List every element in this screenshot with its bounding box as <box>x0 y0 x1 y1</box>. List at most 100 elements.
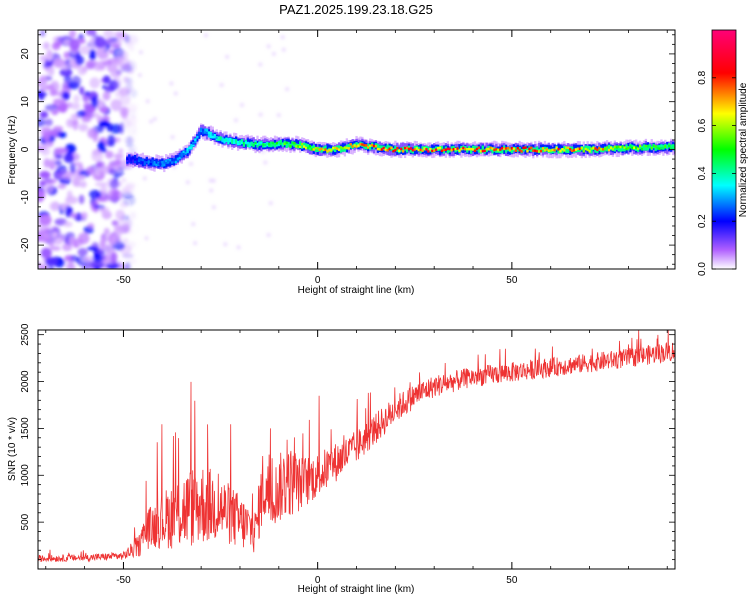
ridge-cell <box>644 146 648 151</box>
ridge-cell <box>293 142 296 148</box>
ridge-cell <box>421 149 424 152</box>
ridge-cell <box>495 148 498 153</box>
noise-blob <box>93 265 101 269</box>
ridge-cell <box>355 145 358 148</box>
ridge-cell <box>269 142 273 148</box>
ridge-cell <box>534 149 537 152</box>
noise-blob <box>75 55 85 66</box>
ridge-cell <box>233 138 236 144</box>
ridge-cell <box>547 145 550 153</box>
ridge-cell <box>151 159 154 163</box>
noise-blob <box>69 38 81 51</box>
ridge-cell <box>662 147 665 150</box>
ridge-cell <box>355 142 358 147</box>
ridge-cell <box>299 141 302 146</box>
y-tick-label: 10 <box>20 96 31 108</box>
ridge-cell <box>316 147 319 150</box>
ridge-cell <box>337 145 341 150</box>
ridge-cell <box>376 147 380 151</box>
ridge-cell <box>271 142 275 147</box>
ridge-cell <box>275 142 279 145</box>
ridge-cell <box>520 150 523 153</box>
noise-blob <box>79 45 91 55</box>
ridge-cell <box>326 144 329 152</box>
ridge-cell <box>386 149 389 152</box>
ridge-cell <box>132 158 135 164</box>
noise-blob <box>77 247 88 257</box>
ridge-cell <box>473 149 477 152</box>
noise-blob <box>173 91 178 96</box>
ridge-cell <box>258 142 261 150</box>
noise-blob <box>108 49 114 54</box>
noise-blob <box>114 152 124 159</box>
ridge-cell <box>477 148 481 153</box>
ridge-cell <box>514 147 517 152</box>
noise-blob <box>116 49 129 61</box>
noise-blob <box>99 184 108 197</box>
ridge-cell <box>231 141 234 144</box>
ridge-cell <box>134 154 137 162</box>
ridge-cell <box>563 149 566 152</box>
ridge-cell <box>367 143 370 148</box>
ridge-cell <box>567 146 570 150</box>
noise-blob <box>66 190 73 200</box>
ridge-cell <box>172 158 176 162</box>
ridge-cell <box>671 144 675 147</box>
ridge-cell <box>417 148 420 152</box>
ridge-cell <box>403 146 407 150</box>
ridge-cell <box>322 148 325 152</box>
x-tick-label: 0 <box>315 575 321 586</box>
ridge-cell <box>168 158 172 162</box>
ridge-cell <box>512 147 516 151</box>
ridge-cell <box>273 143 277 147</box>
ridge-cell <box>207 132 211 138</box>
noise-blob <box>38 142 43 147</box>
noise-blob <box>103 244 116 252</box>
ridge-cell <box>532 149 535 152</box>
ridge-cell <box>466 147 469 151</box>
ridge-cell <box>592 146 595 150</box>
ridge-cell <box>654 146 657 151</box>
ridge-cell <box>353 144 356 147</box>
ridge-cell <box>297 140 300 148</box>
noise-blob <box>208 178 213 183</box>
ridge-cell <box>221 139 224 143</box>
ridge-cell <box>394 145 397 151</box>
top-x-ticks: -50 0 50 <box>45 30 668 286</box>
noise-blob <box>149 119 154 124</box>
noise-blob <box>81 255 94 263</box>
ridge-cell <box>508 148 512 152</box>
noise-blob <box>118 166 126 171</box>
noise-blob <box>57 184 67 189</box>
noise-blob <box>125 60 137 73</box>
ridge-cell <box>522 147 525 152</box>
ridge-cell <box>557 149 560 154</box>
noise-blob <box>268 201 273 206</box>
noise-blob <box>109 179 120 189</box>
ridge-cell <box>421 146 424 151</box>
noise-blob <box>236 245 241 250</box>
ridge-cell <box>501 146 504 150</box>
ridge-cell <box>427 150 430 153</box>
colorbar-ticks: 0.0 0.2 0.4 0.6 0.8 <box>697 70 736 276</box>
noise-blob <box>124 37 133 48</box>
ridge-cell <box>658 147 661 151</box>
ridge-cell <box>590 147 593 150</box>
ridge-cell <box>225 138 228 142</box>
ridge-cell <box>578 147 582 151</box>
ridge-cell <box>324 148 327 151</box>
ridge-cell <box>165 159 168 163</box>
ridge-cell <box>351 145 354 148</box>
ridge-cell <box>493 148 496 152</box>
ridge-cell <box>586 148 589 152</box>
ridge-cell <box>301 142 304 146</box>
ridge-cell <box>302 142 306 148</box>
ridge-cell <box>543 149 547 152</box>
ridge-cell <box>450 148 453 152</box>
ridge-cell <box>440 145 444 151</box>
ridge-cell <box>219 137 222 140</box>
ridge-cell <box>240 139 244 144</box>
noise-blob <box>49 246 61 251</box>
noise-blob <box>73 94 81 103</box>
noise-blob <box>125 182 136 189</box>
